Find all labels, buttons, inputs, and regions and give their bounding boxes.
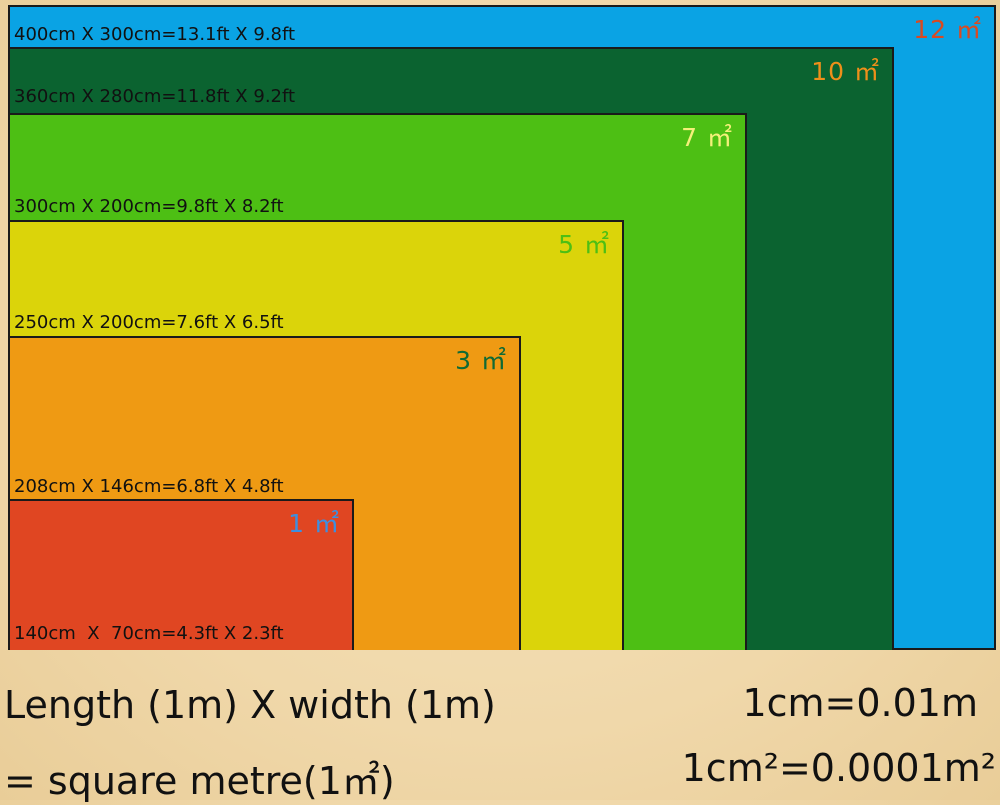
formula-line-1: Length (1m) X width (1m) [4,683,496,727]
area-label-10: 10 ㎡ [811,57,880,86]
dimensions-label-1: 140cm X 70cm=4.3ft X 2.3ft [14,623,284,644]
dimensions-label-12: 400cm X 300cm=13.1ft X 9.8ft [14,24,296,45]
conversion-line-1: 1cm=0.01m [742,681,978,725]
dimensions-label-10: 360cm X 280cm=11.8ft X 9.2ft [14,86,296,107]
dimensions-label-5: 250cm X 200cm=7.6ft X 6.5ft [14,312,284,333]
area-label-5: 5 ㎡ [558,230,610,259]
dimensions-label-7: 300cm X 200cm=9.8ft X 8.2ft [14,196,284,217]
area-rect-1: 1 ㎡ 140cm X 70cm=4.3ft X 2.3ft [8,499,354,650]
area-label-7: 7 ㎡ [681,123,733,152]
formula-line-2: = square metre(1㎡) [4,759,395,803]
area-label-3: 3 ㎡ [455,346,507,375]
area-label-12: 12 ㎡ [913,15,982,44]
conversion-line-2: 1cm²=0.0001m² [681,746,996,790]
area-label-1: 1 ㎡ [288,509,340,538]
dimensions-label-3: 208cm X 146cm=6.8ft X 4.8ft [14,476,284,497]
